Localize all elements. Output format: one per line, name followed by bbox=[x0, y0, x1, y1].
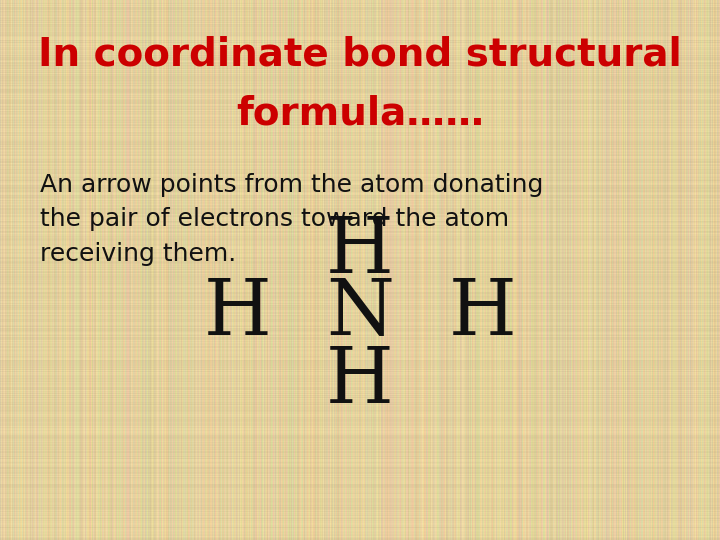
Text: formula……: formula…… bbox=[236, 94, 484, 132]
Text: N: N bbox=[326, 275, 394, 351]
Text: H: H bbox=[204, 275, 271, 351]
Text: H: H bbox=[449, 275, 516, 351]
Text: In coordinate bond structural: In coordinate bond structural bbox=[38, 35, 682, 73]
Text: An arrow points from the atom donating
the pair of electrons toward the atom
rec: An arrow points from the atom donating t… bbox=[40, 173, 543, 266]
Text: H: H bbox=[326, 343, 394, 418]
Text: H: H bbox=[326, 213, 394, 289]
